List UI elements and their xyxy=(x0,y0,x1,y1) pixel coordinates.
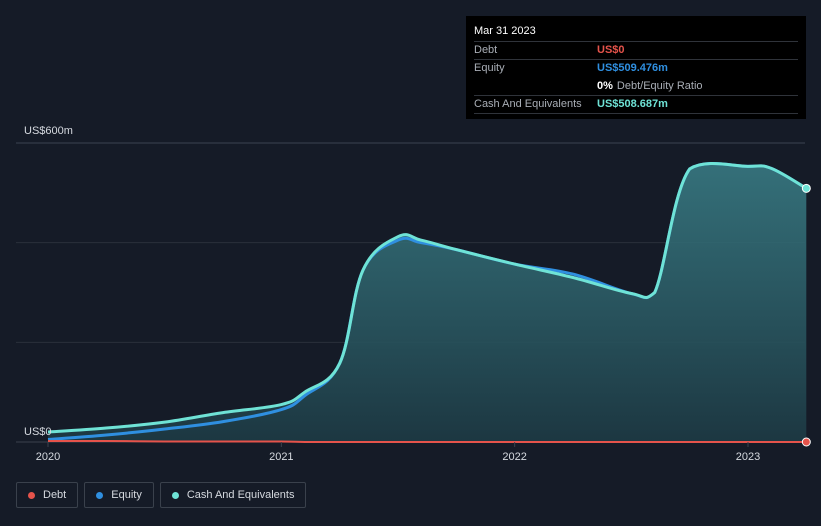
data-tooltip: Mar 31 2023 Debt US$0 Equity US$509.476m… xyxy=(466,16,806,119)
y-tick-label: US$600m xyxy=(24,125,73,137)
legend-item-debt[interactable]: Debt xyxy=(16,482,79,508)
tooltip-row-equity: Equity US$509.476m xyxy=(474,59,798,77)
cash-area xyxy=(48,163,807,442)
x-tick-label: 2020 xyxy=(36,451,60,463)
x-tick-label: 2021 xyxy=(269,451,293,463)
tooltip-row-debt: Debt US$0 xyxy=(474,41,798,59)
tooltip-date: Mar 31 2023 xyxy=(474,25,536,37)
y-axis-labels: US$600m US$0 xyxy=(24,125,73,438)
y-tick-label: US$0 xyxy=(24,426,52,438)
series-end-markers xyxy=(801,183,811,447)
legend-label-debt: Debt xyxy=(43,489,67,501)
legend-item-equity[interactable]: Equity xyxy=(84,482,154,508)
chart-legend: Debt Equity Cash And Equivalents xyxy=(16,482,307,508)
tooltip-cash-label: Cash And Equivalents xyxy=(474,98,582,110)
tooltip-debt-value: US$0 xyxy=(597,44,625,56)
legend-dot-equity xyxy=(96,491,104,499)
legend-label-equity: Equity xyxy=(111,489,142,501)
x-axis-labels: 2020 2021 2022 2023 xyxy=(36,442,760,463)
series-areas xyxy=(48,163,807,442)
series-line-debt xyxy=(47,439,807,444)
legend-label-cash: Cash And Equivalents xyxy=(186,489,295,501)
series-lines xyxy=(47,162,808,444)
x-tick-label: 2023 xyxy=(736,451,760,463)
tooltip-ratio-label: Debt/Equity Ratio xyxy=(616,80,703,92)
marker-cash xyxy=(801,183,811,193)
legend-dot-cash xyxy=(171,491,179,499)
tooltip-row-cash: Cash And Equivalents US$508.687m xyxy=(474,95,798,114)
series-line-cash xyxy=(47,162,808,434)
tooltip-debt-label: Debt xyxy=(474,44,498,56)
legend-item-cash[interactable]: Cash And Equivalents xyxy=(159,482,307,508)
tooltip-ratio-value: 0% xyxy=(597,80,613,92)
x-tick-label: 2022 xyxy=(502,451,526,463)
tooltip-equity-label: Equity xyxy=(474,62,505,74)
tooltip-row-ratio: 0% Debt/Equity Ratio xyxy=(474,77,798,95)
tooltip-cash-value: US$508.687m xyxy=(597,98,668,110)
legend-dot-debt xyxy=(28,491,35,499)
tooltip-equity-value: US$509.476m xyxy=(597,62,668,74)
marker-debt xyxy=(801,437,811,447)
